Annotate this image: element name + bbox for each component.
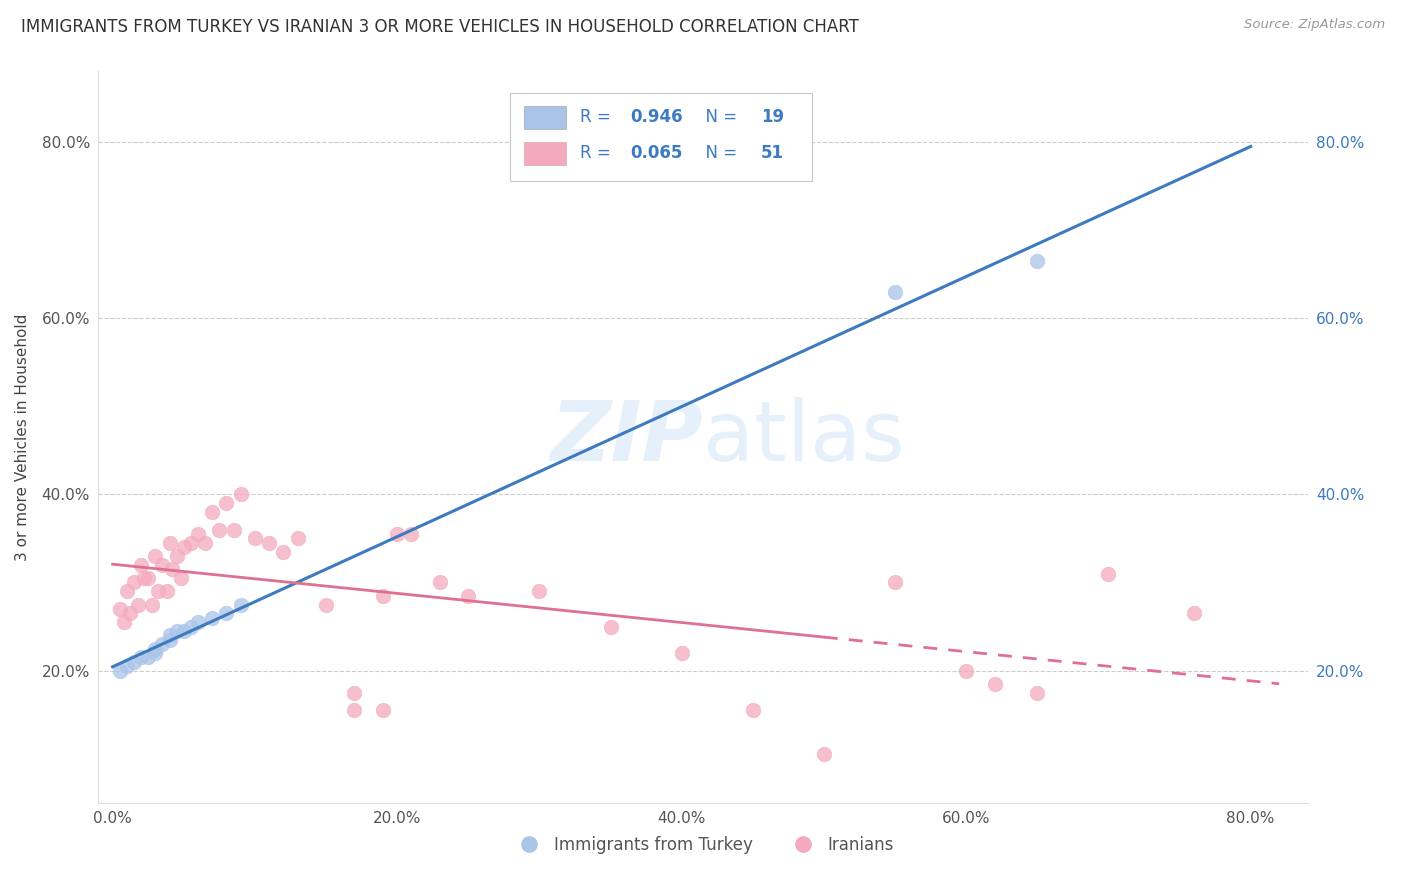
Point	[187, 615, 209, 629]
Point	[429, 575, 451, 590]
Point	[162, 562, 184, 576]
Point	[132, 571, 155, 585]
Point	[343, 686, 366, 700]
Point	[127, 598, 149, 612]
Point	[180, 619, 202, 633]
Point	[229, 598, 252, 612]
Point	[152, 558, 174, 572]
Legend: Immigrants from Turkey, Iranians: Immigrants from Turkey, Iranians	[505, 829, 901, 860]
Point	[159, 628, 181, 642]
Point	[229, 487, 252, 501]
Text: 19: 19	[761, 109, 785, 127]
Point	[166, 624, 188, 638]
Point	[115, 584, 138, 599]
Text: R =: R =	[579, 145, 616, 162]
Point	[243, 532, 266, 546]
Point	[194, 536, 217, 550]
Point	[401, 527, 423, 541]
Point	[315, 598, 337, 612]
Point	[156, 584, 179, 599]
Point	[1026, 686, 1049, 700]
Point	[1182, 607, 1205, 621]
Point	[955, 664, 977, 678]
Point	[385, 527, 408, 541]
Point	[343, 703, 366, 717]
Point	[371, 589, 394, 603]
Point	[983, 677, 1005, 691]
Point	[159, 536, 181, 550]
Point	[173, 624, 195, 638]
Point	[813, 747, 835, 762]
Point	[143, 646, 166, 660]
Point	[884, 285, 907, 299]
Point	[166, 549, 188, 563]
Point	[146, 584, 169, 599]
Point	[136, 650, 159, 665]
Point	[215, 607, 238, 621]
Point	[118, 607, 141, 621]
Bar	[509, 94, 811, 181]
Point	[599, 619, 621, 633]
Text: R =: R =	[579, 109, 616, 127]
Point	[215, 496, 238, 510]
Point	[112, 615, 135, 629]
Point	[287, 532, 309, 546]
Point	[222, 523, 245, 537]
Point	[170, 571, 193, 585]
Point	[141, 598, 163, 612]
Text: N =: N =	[695, 145, 742, 162]
Point	[122, 655, 145, 669]
Point	[884, 575, 907, 590]
Bar	[524, 142, 567, 165]
Text: 0.065: 0.065	[630, 145, 683, 162]
Point	[108, 602, 131, 616]
Bar	[524, 106, 567, 129]
Point	[201, 505, 224, 519]
Point	[143, 641, 166, 656]
Point	[371, 703, 394, 717]
Point	[671, 646, 693, 660]
Point	[187, 527, 209, 541]
Point	[457, 589, 479, 603]
Text: atlas: atlas	[703, 397, 904, 477]
Point	[108, 664, 131, 678]
Point	[1097, 566, 1119, 581]
Text: 0.946: 0.946	[630, 109, 683, 127]
Point	[529, 584, 551, 599]
Point	[257, 536, 280, 550]
Point	[115, 659, 138, 673]
Text: ZIP: ZIP	[550, 397, 703, 477]
Text: 51: 51	[761, 145, 785, 162]
Point	[159, 632, 181, 647]
Point	[208, 523, 231, 537]
Point	[143, 549, 166, 563]
Point	[180, 536, 202, 550]
Y-axis label: 3 or more Vehicles in Household: 3 or more Vehicles in Household	[15, 313, 31, 561]
Text: N =: N =	[695, 109, 742, 127]
Point	[741, 703, 763, 717]
Text: IMMIGRANTS FROM TURKEY VS IRANIAN 3 OR MORE VEHICLES IN HOUSEHOLD CORRELATION CH: IMMIGRANTS FROM TURKEY VS IRANIAN 3 OR M…	[21, 18, 859, 36]
Point	[201, 611, 224, 625]
Point	[273, 544, 295, 558]
Point	[129, 558, 152, 572]
Point	[152, 637, 174, 651]
Point	[122, 575, 145, 590]
Text: Source: ZipAtlas.com: Source: ZipAtlas.com	[1244, 18, 1385, 31]
Point	[129, 650, 152, 665]
Point	[1026, 253, 1049, 268]
Point	[173, 540, 195, 554]
Point	[136, 571, 159, 585]
